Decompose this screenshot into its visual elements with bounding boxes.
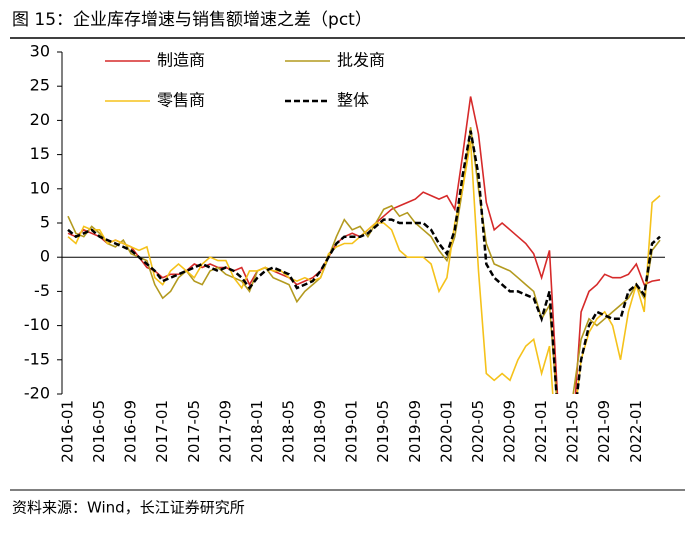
x-tick-label: 2019-09	[406, 400, 424, 463]
x-tick-label: 2017-05	[185, 400, 203, 463]
legend-label: 批发商	[337, 51, 385, 70]
chart-title: 图 15：企业库存增速与销售额增速之差（pct）	[12, 10, 372, 30]
x-tick-label: 2017-01	[153, 400, 171, 463]
x-tick-label: 2016-01	[59, 400, 77, 463]
legend-label: 制造商	[157, 51, 205, 70]
x-tick-label: 2021-05	[564, 400, 582, 463]
x-tick-label: 2019-01	[343, 400, 361, 463]
y-tick-label: 5	[40, 213, 50, 232]
y-tick-label: -20	[24, 384, 50, 403]
x-tick-label: 2019-05	[374, 400, 392, 463]
plot-area	[67, 96, 661, 394]
x-tick-label: 2020-01	[437, 400, 455, 463]
y-tick-label: 25	[30, 76, 50, 95]
y-tick-label: -15	[24, 349, 50, 368]
y-tick-label: 20	[30, 110, 50, 129]
x-tick-label: 2021-01	[532, 400, 550, 463]
series-line	[67, 140, 661, 394]
x-tick-label: 2016-05	[90, 400, 108, 463]
y-tick-label: -5	[34, 281, 50, 300]
x-tick-label: 2017-09	[216, 400, 234, 463]
x-tick-label: 2020-05	[469, 400, 487, 463]
x-tick-label: 2018-01	[248, 400, 266, 463]
y-tick-label: 0	[40, 247, 50, 266]
series-line	[67, 127, 661, 394]
x-tick-label: 2018-05	[280, 400, 298, 463]
x-tick-label: 2021-09	[595, 400, 613, 463]
y-tick-label: 10	[30, 178, 50, 197]
legend-label: 零售商	[157, 91, 205, 110]
y-tick-label: -10	[24, 315, 50, 334]
series-line	[67, 130, 661, 394]
x-tick-label: 2018-09	[311, 400, 329, 463]
source: 资料来源：Wind，长江证券研究所	[12, 499, 245, 517]
y-tick-label: 30	[30, 42, 50, 61]
legend-label: 整体	[337, 91, 369, 110]
x-tick-label: 2016-09	[122, 400, 140, 463]
x-tick-label: 2022-01	[627, 400, 645, 463]
x-tick-label: 2020-09	[501, 400, 519, 463]
y-tick-label: 15	[30, 144, 50, 163]
